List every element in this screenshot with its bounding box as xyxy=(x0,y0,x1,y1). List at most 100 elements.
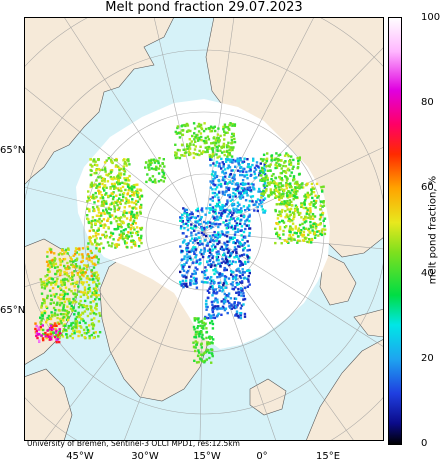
melt-pond-pixel xyxy=(65,309,69,313)
melt-pond-pixel xyxy=(48,289,52,292)
melt-pond-pixel xyxy=(157,167,161,170)
melt-pond-pixel xyxy=(262,171,265,174)
melt-pond-pixel xyxy=(309,206,312,210)
melt-pond-pixel xyxy=(135,203,138,206)
melt-pond-pixel xyxy=(209,265,213,268)
melt-pond-pixel xyxy=(208,153,211,157)
melt-pond-pixel xyxy=(72,297,75,301)
melt-pond-pixel xyxy=(97,277,100,280)
melt-pond-pixel xyxy=(265,157,269,160)
melt-pond-pixel xyxy=(206,305,209,309)
melt-pond-pixel xyxy=(122,213,125,217)
melt-pond-pixel xyxy=(185,261,188,264)
melt-pond-pixel xyxy=(115,159,118,162)
melt-pond-pixel xyxy=(217,250,220,253)
melt-pond-pixel xyxy=(42,332,45,336)
melt-pond-pixel xyxy=(233,175,236,179)
melt-pond-pixel xyxy=(109,215,112,218)
melt-pond-pixel xyxy=(244,227,247,231)
melt-pond-pixel xyxy=(157,161,160,165)
melt-pond-pixel xyxy=(83,299,87,303)
melt-pond-pixel xyxy=(206,249,210,252)
melt-pond-pixel xyxy=(211,234,215,237)
melt-pond-pixel xyxy=(83,310,87,313)
melt-pond-pixel xyxy=(210,222,213,225)
melt-pond-pixel xyxy=(87,329,91,332)
melt-pond-pixel xyxy=(51,315,54,318)
melt-pond-pixel xyxy=(122,167,125,170)
melt-pond-pixel xyxy=(306,193,309,196)
melt-pond-pixel xyxy=(278,182,281,185)
melt-pond-pixel xyxy=(56,277,59,280)
melt-pond-pixel xyxy=(297,162,300,165)
melt-pond-pixel xyxy=(222,283,225,287)
melt-pond-pixel xyxy=(67,275,70,278)
melt-pond-pixel xyxy=(138,195,142,198)
melt-pond-pixel xyxy=(93,274,96,277)
melt-pond-pixel xyxy=(244,220,247,223)
melt-pond-pixel xyxy=(196,207,199,210)
melt-pond-pixel xyxy=(129,232,133,235)
melt-pond-pixel xyxy=(83,331,86,335)
melt-pond-pixel xyxy=(290,200,293,204)
melt-pond-pixel xyxy=(217,252,221,256)
melt-pond-pixel xyxy=(223,133,226,137)
melt-pond-pixel xyxy=(225,235,229,238)
melt-pond-pixel xyxy=(214,270,218,273)
melt-pond-pixel xyxy=(197,136,201,139)
melt-pond-pixel xyxy=(216,307,219,311)
melt-pond-pixel xyxy=(278,225,282,229)
melt-pond-pixel xyxy=(218,289,221,292)
melt-pond-pixel xyxy=(182,265,185,268)
melt-pond-pixel xyxy=(128,211,131,214)
melt-pond-pixel xyxy=(75,300,78,304)
melt-pond-pixel xyxy=(75,281,78,284)
melt-pond-pixel xyxy=(161,170,164,173)
melt-pond-pixel xyxy=(311,196,314,200)
melt-pond-pixel xyxy=(157,160,160,163)
melt-pond-pixel xyxy=(66,336,69,339)
melt-pond-pixel xyxy=(42,338,45,342)
melt-pond-pixel xyxy=(116,227,120,230)
melt-pond-pixel xyxy=(231,213,234,217)
melt-pond-pixel xyxy=(119,172,123,175)
melt-pond-pixel xyxy=(113,228,116,231)
melt-pond-pixel xyxy=(90,274,93,278)
melt-pond-pixel xyxy=(47,335,51,339)
melt-pond-pixel xyxy=(293,231,296,235)
melt-pond-pixel xyxy=(185,151,188,154)
melt-pond-pixel xyxy=(100,212,103,215)
melt-pond-pixel xyxy=(233,236,236,239)
melt-pond-pixel xyxy=(237,257,240,260)
melt-pond-pixel xyxy=(55,329,58,332)
melt-pond-pixel xyxy=(218,272,222,275)
melt-pond-pixel xyxy=(103,189,106,192)
melt-pond-pixel xyxy=(46,294,49,298)
melt-pond-pixel xyxy=(100,200,104,203)
melt-pond-pixel xyxy=(70,258,73,261)
melt-pond-pixel xyxy=(225,208,229,211)
melt-pond-pixel xyxy=(319,208,322,211)
melt-pond-pixel xyxy=(117,225,120,228)
melt-pond-pixel xyxy=(217,225,220,229)
melt-pond-pixel xyxy=(205,358,208,361)
melt-pond-pixel xyxy=(207,348,210,352)
melt-pond-pixel xyxy=(195,361,199,364)
melt-pond-pixel xyxy=(162,180,165,183)
melt-pond-pixel xyxy=(320,233,324,237)
melt-pond-pixel xyxy=(209,208,212,211)
melt-pond-pixel xyxy=(241,273,244,276)
melt-pond-pixel xyxy=(211,191,215,195)
melt-pond-pixel xyxy=(82,274,85,278)
melt-pond-pixel xyxy=(119,193,122,196)
melt-pond-pixel xyxy=(238,245,241,248)
melt-pond-pixel xyxy=(194,336,198,339)
melt-pond-pixel xyxy=(92,281,95,284)
melt-pond-pixel xyxy=(259,157,263,161)
melt-pond-pixel xyxy=(50,338,53,341)
melt-pond-pixel xyxy=(315,199,318,203)
melt-pond-pixel xyxy=(40,283,43,286)
melt-pond-pixel xyxy=(214,218,218,221)
melt-pond-pixel xyxy=(195,281,198,284)
melt-pond-pixel xyxy=(264,161,267,165)
